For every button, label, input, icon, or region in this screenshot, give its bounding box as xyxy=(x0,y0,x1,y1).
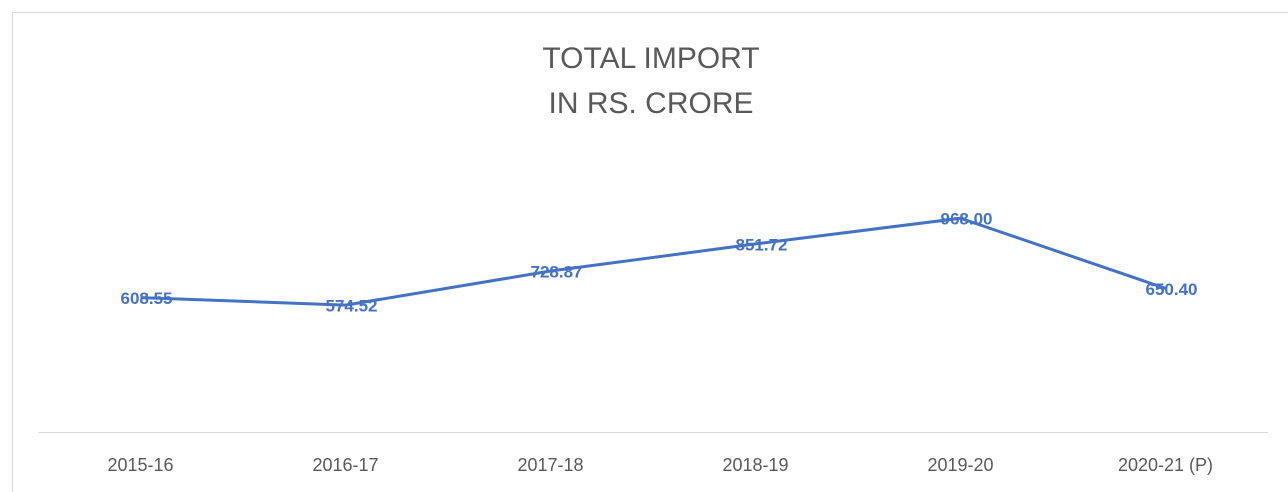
chart-title: TOTAL IMPORT xyxy=(542,42,759,75)
data-label: 608.55 xyxy=(121,289,173,308)
data-label: 968.00 xyxy=(941,210,993,229)
x-tick-label: 2020-21 (P) xyxy=(1118,455,1213,475)
data-label: 574.52 xyxy=(326,297,378,316)
chart-title: IN RS. CRORE xyxy=(548,87,753,120)
x-tick-label: 2015-16 xyxy=(107,455,173,475)
x-tick-label: 2018-19 xyxy=(722,455,788,475)
line xyxy=(140,216,1166,307)
x-tick-label: 2019-20 xyxy=(927,455,993,475)
chart-border xyxy=(12,12,1288,492)
data-label: 851.72 xyxy=(736,235,788,254)
x-tick-label: 2017-18 xyxy=(517,455,583,475)
data-label: 728.87 xyxy=(531,263,583,282)
data-label: 650.40 xyxy=(1146,280,1198,299)
x-tick-label: 2016-17 xyxy=(312,455,378,475)
